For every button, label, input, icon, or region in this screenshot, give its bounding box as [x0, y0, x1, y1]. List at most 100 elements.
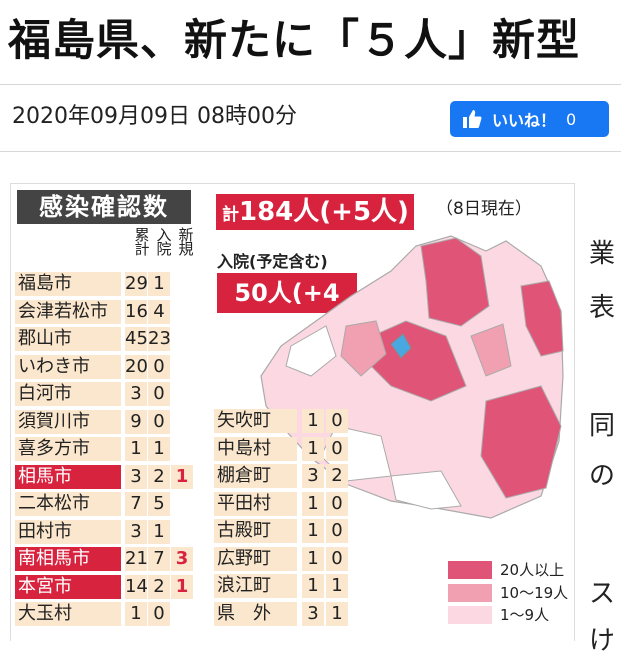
hospitalized-count: 1: [148, 272, 170, 296]
total-value: 184人(+5人): [239, 197, 409, 227]
municipality-name: 郡山市: [15, 327, 121, 351]
total-count: 1: [302, 574, 324, 598]
municipality-name: 県 外: [214, 601, 297, 626]
municipality-name: 福島市: [15, 272, 121, 296]
legend-label: 10～19人: [500, 584, 569, 602]
municipality-name: 棚倉町: [214, 464, 297, 488]
map-region-10to19: [470, 323, 512, 377]
total-count: 3: [302, 601, 324, 626]
total-count: 1: [302, 409, 324, 433]
total-count: 3: [302, 464, 324, 488]
municipality-name: いわき市: [15, 354, 121, 379]
hospitalized-count: 2: [148, 464, 170, 489]
like-count: 0: [566, 109, 577, 129]
municipality-name: 須賀川市: [15, 409, 121, 434]
hospitalized-count: 2: [326, 464, 348, 488]
map-region-20plus: [420, 237, 490, 327]
total-count: 3: [125, 519, 147, 544]
map-region-20plus: [360, 320, 467, 402]
hospitalized-count: 1: [148, 437, 170, 461]
total-count: 1: [125, 437, 147, 461]
total-count: 1: [302, 436, 324, 461]
municipality-name: 中島村: [214, 436, 297, 461]
hospitalized-count: 0: [326, 436, 348, 461]
body-text-fragment: の: [589, 461, 616, 491]
thumbs-up-icon: [463, 110, 482, 128]
hospitalized-count: 1: [326, 574, 348, 598]
hospitalized-count: 7: [148, 547, 170, 571]
total-count: 21: [125, 547, 148, 571]
column-header-hospitalized: 入院: [156, 226, 172, 258]
hospitalized-count: 5: [148, 492, 170, 516]
legend-swatch: [448, 606, 492, 624]
total-count: 1: [302, 546, 324, 571]
municipality-name: 矢吹町: [214, 409, 297, 433]
legend-swatch: [448, 561, 492, 579]
hospitalized-count: 1: [326, 601, 348, 626]
map-region-unaffected: [285, 325, 337, 377]
new-count: 1: [171, 574, 193, 599]
body-text-fragment: ス: [589, 579, 616, 609]
article-headline: 福島県、新たに「５人」新型: [8, 16, 580, 66]
map-region-20plus: [520, 280, 564, 357]
legend-swatch: [448, 584, 492, 602]
map-region-20plus: [480, 385, 562, 499]
like-label: いいね！: [492, 111, 557, 130]
municipality-name: 白河市: [15, 382, 121, 406]
column-header-new: 新規: [178, 226, 194, 258]
hospitalized-count: 1: [148, 519, 170, 544]
municipality-name: 南相馬市: [15, 547, 121, 571]
new-count: 3: [171, 547, 193, 571]
hospitalized-count: 0: [326, 491, 348, 516]
total-count: 16: [125, 299, 148, 324]
divider: [0, 84, 621, 85]
municipality-name: 古殿町: [214, 519, 297, 543]
total-count: 1: [302, 491, 324, 516]
like-button[interactable]: いいね！ 0: [450, 101, 609, 137]
municipality-name: 浪江町: [214, 574, 297, 598]
total-prefix: 計: [222, 205, 239, 225]
total-count: 3: [125, 382, 147, 406]
new-count: 1: [171, 464, 193, 489]
column-header-total: 累計: [134, 226, 150, 258]
total-count: 7: [125, 492, 147, 516]
hospitalized-count: 0: [326, 519, 348, 543]
total-count: 9: [125, 409, 147, 434]
municipality-name: 田村市: [15, 519, 121, 544]
map-region-10to19: [340, 320, 387, 377]
total-box: 計184人(+5人): [216, 194, 414, 230]
body-text-fragment: 表: [589, 293, 616, 323]
total-count: 1: [125, 602, 147, 626]
municipality-name: 広野町: [214, 546, 297, 571]
map-lake: [390, 333, 412, 359]
total-count: 14: [125, 574, 148, 599]
legend-label: 1～9人: [500, 606, 550, 624]
municipality-name: 本宮市: [15, 574, 121, 599]
infection-graphic: 感染確認数 累計 入院 新規 計184人(+5人) （8日現在） 入院(予定含む…: [10, 183, 575, 641]
municipality-name: 喜多方市: [15, 437, 121, 461]
body-text-fragment: 業: [589, 239, 616, 269]
hospitalized-count: 0: [326, 409, 348, 433]
total-count: 29: [125, 272, 148, 296]
total-count: 20: [125, 354, 148, 379]
total-count: 1: [302, 519, 324, 543]
hospitalized-count: 0: [148, 354, 170, 379]
municipality-name: 平田村: [214, 491, 297, 516]
municipality-name: 二本松市: [15, 492, 121, 516]
legend-label: 20人以上: [500, 561, 565, 579]
total-count: 3: [125, 464, 147, 489]
body-text-fragment: け: [589, 626, 616, 656]
hospital-label: 入院(予定含む): [217, 252, 328, 271]
map-region-unaffected: [390, 470, 462, 510]
municipality-name: 大玉村: [15, 602, 121, 626]
hospitalized-count: 0: [326, 546, 348, 571]
graphic-title: 感染確認数: [17, 190, 191, 224]
hospitalized-count: 0: [148, 382, 170, 406]
total-count: 45: [125, 327, 148, 351]
as-of-date: （8日現在）: [436, 199, 532, 219]
divider: [0, 151, 621, 152]
municipality-name: 会津若松市: [15, 299, 121, 324]
hospitalized-count: 0: [148, 409, 170, 434]
body-text-fragment: 同: [589, 411, 616, 441]
municipality-name: 相馬市: [15, 464, 121, 489]
